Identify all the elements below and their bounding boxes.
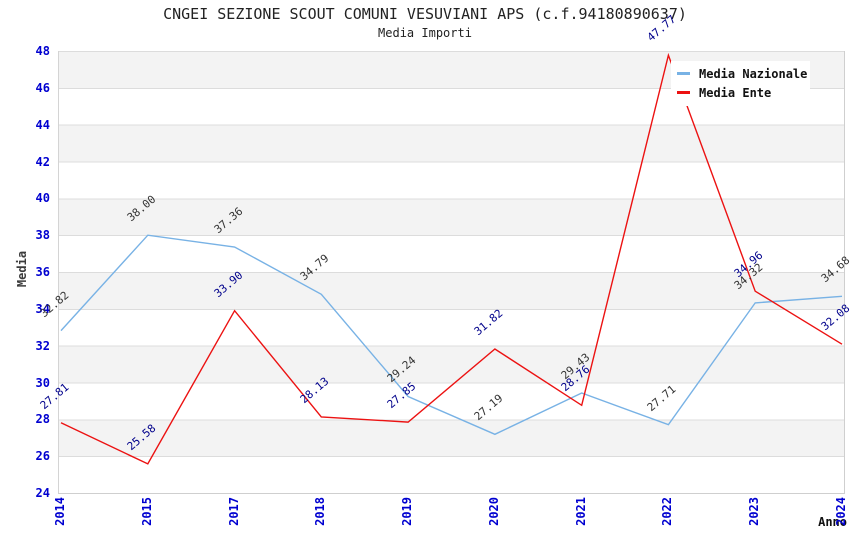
y-tick-label: 36 (35, 265, 50, 279)
y-tick-label: 34 (35, 301, 50, 316)
x-axis-title: Anno (818, 515, 847, 529)
series-lines (60, 52, 843, 465)
legend-label-media-nazionale: Media Nazionale (699, 66, 808, 81)
x-tick-label: 2022 (660, 497, 675, 526)
x-tick-label: 2019 (400, 497, 415, 526)
chart-title: CNGEI SEZIONE SCOUT COMUNI VESUVIANI APS… (163, 5, 687, 23)
y-tick-label: 30 (35, 375, 50, 390)
plot-area (58, 51, 845, 494)
legend: Media Nazionale Media Ente (671, 61, 810, 106)
y-tick-label: 48 (35, 44, 50, 58)
y-tick-label: 38 (35, 228, 50, 243)
media-ente-line-swatch (677, 91, 690, 94)
series-line-1 (60, 52, 843, 465)
media-nazionale-line-swatch (677, 72, 690, 75)
chart-subtitle: Media Importi (378, 26, 472, 40)
legend-item-media-ente: Media Ente (671, 83, 810, 102)
y-tick-label: 40 (35, 191, 50, 206)
y-tick-label: 42 (35, 154, 50, 169)
x-tick-label: 2015 (139, 497, 154, 526)
x-tick-label: 2021 (573, 497, 588, 526)
legend-label-media-ente: Media Ente (699, 85, 772, 100)
x-tick-label: 2024 (834, 497, 848, 526)
y-tick-label: 26 (35, 449, 50, 464)
y-tick-label: 32 (35, 338, 50, 353)
x-tick-label: 2018 (313, 497, 328, 526)
y-tick-label: 28 (35, 412, 50, 427)
x-tick-label: 2014 (53, 497, 67, 526)
y-tick-label: 44 (35, 117, 50, 132)
series-line-0 (60, 234, 843, 436)
y-tick-label: 46 (35, 80, 50, 95)
x-tick-label: 2017 (226, 497, 241, 526)
legend-item-media-nazionale: Media Nazionale (671, 64, 810, 83)
x-tick-label: 2020 (486, 497, 501, 526)
y-tick-label: 24 (35, 486, 50, 500)
x-tick-label: 2023 (747, 497, 762, 526)
